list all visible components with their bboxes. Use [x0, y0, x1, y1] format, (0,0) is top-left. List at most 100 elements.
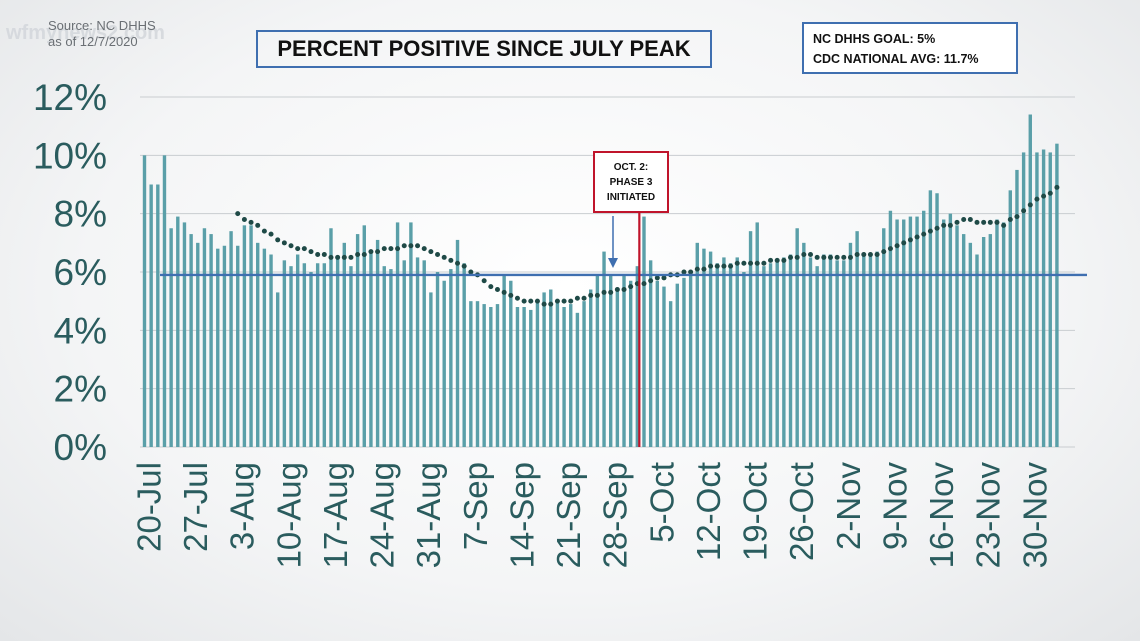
trend-point: [881, 249, 887, 255]
x-tick-label: 26-Oct: [783, 462, 820, 561]
trend-point: [834, 254, 840, 260]
trend-point: [628, 284, 634, 290]
trend-point: [921, 231, 927, 237]
bar: [875, 251, 879, 447]
bar: [236, 245, 240, 447]
bar: [868, 254, 873, 447]
bar: [369, 251, 373, 447]
trend-point: [768, 257, 774, 263]
bar: [1035, 152, 1039, 447]
bar: [435, 272, 440, 447]
trend-point: [987, 219, 993, 225]
trend-point: [887, 246, 893, 252]
trend-point: [721, 263, 727, 269]
trend-point: [235, 211, 241, 217]
trend-point: [601, 289, 607, 295]
trend-point: [261, 228, 267, 234]
trend-point: [248, 219, 254, 225]
trend-point: [514, 295, 520, 301]
bar: [349, 266, 353, 447]
bar: [1048, 152, 1052, 447]
bar: [802, 242, 806, 447]
bar: [295, 254, 300, 447]
bar: [242, 225, 247, 447]
trend-point: [335, 254, 341, 260]
trend-point: [1007, 217, 1013, 222]
annotation-box: [593, 151, 669, 213]
bar: [495, 304, 500, 447]
overlays: OCT. 2: PHASE 3 INITIATED: [160, 151, 1087, 447]
trend-point: [641, 281, 647, 287]
trend-point: [268, 231, 274, 237]
bar: [389, 269, 393, 447]
bar: [728, 263, 733, 447]
trend-point: [854, 252, 860, 257]
trend-point: [415, 243, 421, 249]
bar: [509, 280, 513, 447]
x-tick-label: 5-Oct: [643, 462, 680, 543]
bar: [888, 210, 893, 447]
bar: [249, 225, 253, 447]
bar: [342, 242, 346, 447]
trend-point: [608, 289, 614, 295]
trend-point: [934, 225, 940, 231]
trend-point: [814, 254, 820, 260]
bar: [668, 301, 673, 447]
bar: [276, 292, 280, 447]
bar: [795, 228, 799, 447]
bar: [908, 216, 913, 447]
trend-point: [1054, 184, 1060, 190]
bar: [628, 280, 633, 447]
bar: [562, 307, 566, 447]
bar: [822, 254, 826, 447]
trend-point: [794, 254, 800, 260]
bar: [216, 248, 220, 447]
trend-point: [821, 254, 827, 260]
y-tick-label: 2%: [54, 369, 107, 410]
trend-point: [468, 269, 474, 275]
bar: [655, 280, 660, 447]
bar: [928, 190, 933, 448]
trend-point: [1041, 193, 1047, 199]
x-tick-label: 27-Jul: [177, 462, 214, 552]
bar: [948, 213, 953, 447]
trend-point: [808, 252, 813, 257]
bar: [542, 292, 546, 447]
bar: [162, 155, 167, 448]
x-axis-labels: 20-Jul 27-Jul 3-Aug 10-Aug 17-Aug 24-Aug 31-Au…: [131, 462, 1054, 569]
trend-point: [708, 263, 714, 269]
bar: [142, 155, 147, 448]
trend-point: [967, 217, 973, 222]
trend-point: [874, 252, 880, 257]
bar: [602, 251, 606, 447]
bar: [755, 222, 759, 447]
bar: [775, 260, 779, 447]
bar: [915, 216, 919, 447]
trend-point: [927, 228, 933, 234]
bar: [442, 280, 446, 447]
trend-point: [728, 263, 734, 269]
trend-point: [1001, 222, 1007, 228]
bar: [469, 301, 473, 447]
bar: [635, 266, 640, 447]
trend-point: [781, 257, 787, 263]
bar: [182, 222, 187, 447]
trend-point: [288, 243, 294, 249]
trend-point: [774, 257, 780, 263]
bar: [695, 242, 699, 447]
y-tick-label: 12%: [33, 77, 107, 118]
trend-point: [1047, 190, 1053, 196]
trend-point: [867, 252, 873, 257]
trend-point: [947, 222, 953, 228]
bar: [995, 219, 999, 447]
trend-point: [395, 246, 401, 252]
bar: [262, 248, 267, 447]
bar: [569, 304, 573, 447]
bar: [662, 286, 666, 447]
bar: [462, 263, 466, 447]
bar: [362, 225, 366, 447]
x-tick-label: 12-Oct: [690, 462, 727, 561]
bar: [862, 254, 866, 447]
bar: [355, 234, 360, 447]
bar: [375, 239, 380, 447]
